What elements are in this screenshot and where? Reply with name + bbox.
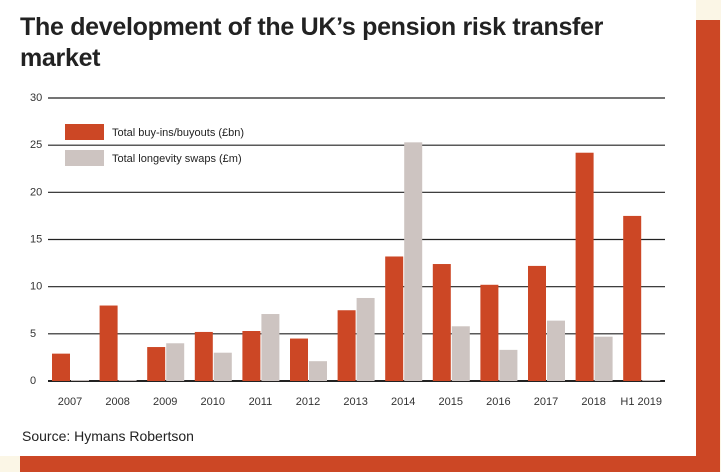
y-tick-label: 15	[30, 234, 42, 246]
x-tick-label: 2008	[105, 396, 129, 408]
x-tick-label: 2014	[391, 396, 415, 408]
y-tick-label: 30	[30, 92, 42, 104]
chart-card: The development of the UK’s pension risk…	[0, 0, 696, 456]
x-tick-label: 2007	[58, 396, 82, 408]
bar-buyouts-2015	[432, 264, 451, 381]
bar-longevity-swaps-2015	[451, 326, 470, 381]
legend-swatch	[65, 124, 104, 140]
y-tick-label: 5	[30, 328, 36, 340]
bar-longevity-swaps-2009	[166, 343, 185, 381]
bar-buyouts-2014	[385, 256, 404, 381]
chart-title: The development of the UK’s pension risk…	[20, 13, 604, 72]
legend-swatch	[65, 150, 104, 166]
bar-buyouts-2013	[337, 310, 356, 381]
bar-buyouts-2011	[242, 331, 261, 381]
bar-longevity-swaps-H1-2019	[642, 380, 661, 381]
chart-source: Source: Hymans Robertson	[22, 428, 194, 444]
bar-buyouts-2009	[147, 347, 166, 381]
y-tick-label: 0	[30, 375, 36, 387]
x-tick-label: 2015	[439, 396, 463, 408]
bar-buyouts-2016	[480, 284, 499, 381]
bar-buyouts-2018	[575, 152, 594, 381]
y-tick-label: 25	[30, 139, 42, 151]
x-tick-label: 2012	[296, 396, 320, 408]
bar-buyouts-2017	[528, 265, 546, 381]
x-tick-label: 2011	[249, 396, 273, 408]
legend-label: Total longevity swaps (£m)	[112, 153, 242, 165]
bar-longevity-swaps-2016	[499, 349, 518, 381]
bar-longevity-swaps-2018	[594, 336, 613, 381]
bar-longevity-swaps-2014	[404, 142, 423, 381]
x-tick-label: 2018	[581, 396, 605, 408]
x-tick-label: 2009	[153, 396, 177, 408]
bar-longevity-swaps-2008	[118, 380, 137, 381]
y-tick-label: 10	[30, 281, 42, 293]
y-tick-label: 20	[30, 186, 42, 198]
x-tick-label: 2013	[343, 396, 367, 408]
x-tick-label: 2017	[534, 396, 558, 408]
bar-buyouts-2008	[99, 305, 118, 381]
bar-buyouts-2012	[290, 338, 308, 381]
legend-label: Total buy-ins/buyouts (£bn)	[112, 127, 244, 139]
bar-longevity-swaps-2011	[261, 314, 280, 381]
bar-longevity-swaps-2012	[309, 361, 327, 381]
bar-longevity-swaps-2013	[356, 297, 375, 381]
bar-buyouts-2010	[194, 331, 213, 381]
x-tick-label: 2010	[201, 396, 225, 408]
bar-buyouts-2007	[52, 353, 70, 381]
bar-buyouts-H1-2019	[623, 215, 642, 381]
bar-longevity-swaps-2007	[71, 380, 89, 381]
bar-longevity-swaps-2010	[213, 352, 232, 381]
bar-longevity-swaps-2017	[547, 320, 565, 381]
x-tick-label: 2016	[486, 396, 510, 408]
bar-chart: 0 5 10 15 20 25 30 2007 2008 2009 2010 2011 2012 2013…	[30, 92, 665, 408]
x-tick-label: H1 2019	[620, 396, 662, 408]
